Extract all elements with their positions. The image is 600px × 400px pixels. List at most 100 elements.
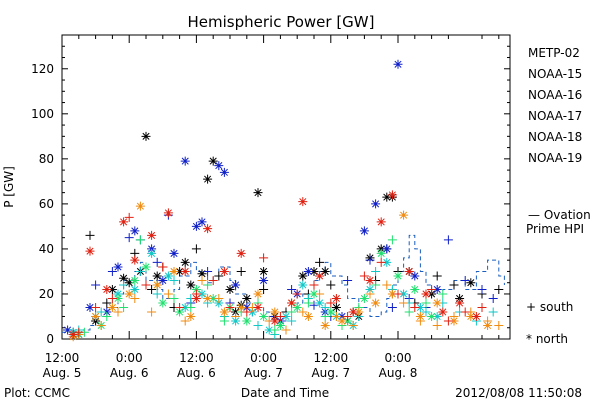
north-point [275,320,285,330]
south-point [113,307,123,317]
south-point [158,262,168,272]
south-point [163,289,173,299]
south-point [303,298,313,308]
legend-noaa-16: NOAA-16 [528,88,582,102]
south-point [124,212,134,222]
series-noaa-17 [74,235,448,339]
north-point [253,302,263,312]
north-point [376,248,386,258]
south-point [130,293,140,303]
north-point [303,266,313,276]
north-point [415,311,425,321]
series-noaa-19 [68,190,487,339]
south-point [359,271,369,281]
north-point [197,289,207,299]
legend-noaa-17: NOAA-17 [528,109,582,123]
south-point [432,320,442,330]
south-point [365,289,375,299]
north-point [68,329,78,339]
satellite-points [63,59,504,342]
north-point [236,248,246,258]
north-point [281,311,291,321]
north-point [292,302,302,312]
south-point [326,280,336,290]
y-tick-label: 120 [31,62,54,76]
north-point [376,244,386,254]
y-axis-label: P [GW] [2,166,16,208]
north-point [449,316,459,326]
south-point [135,235,145,245]
legend-noaa-18: NOAA-18 [528,130,582,144]
ovation-hpi-series [62,234,505,333]
south-point [460,275,470,285]
south-point [91,280,101,290]
north-point [354,307,364,317]
x-axis-label: Date and Time [241,386,329,400]
south-point [96,320,106,330]
south-point [477,284,487,294]
north-point [214,161,224,171]
north-point [147,248,157,258]
south-point [315,289,325,299]
north-point [471,311,481,321]
south-point [348,320,358,330]
north-point [102,284,112,294]
north-point [455,293,465,303]
south-point [494,320,504,330]
south-point [203,280,213,290]
south-point [432,271,442,281]
north-point [175,266,185,276]
x-tick-label-time: 12:00 [45,351,80,365]
north-point [365,284,375,294]
north-point [264,325,274,335]
south-point [449,280,459,290]
x-tick-label-date: Aug. 6 [110,366,149,380]
north-point [376,217,386,227]
south-point [259,253,269,263]
north-point [365,275,375,285]
north-point [147,230,157,240]
south-point [275,311,285,321]
north-point [320,266,330,276]
north-point [191,293,201,303]
north-point [219,266,229,276]
north-point [152,271,162,281]
south-point [460,307,470,317]
north-point [130,275,140,285]
south-point [186,302,196,312]
x-tick-label-date: Aug. 8 [379,366,418,380]
north-point [253,289,263,299]
south-point [393,289,403,299]
north-point [483,320,493,330]
north-point [343,316,353,326]
north-point [466,278,476,288]
north-point [231,307,241,317]
north-point [158,275,168,285]
north-point [197,217,207,227]
north-point [270,316,280,326]
south-point [438,289,448,299]
south-point [231,311,241,321]
north-point [359,293,369,303]
x-tick-label-date: Aug. 7 [244,366,283,380]
south-point [225,302,235,312]
north-point [359,226,369,236]
south-point [494,284,504,294]
legend-noaa-15: NOAA-15 [528,67,582,81]
south-point [180,316,190,326]
north-point [124,289,134,299]
north-point [298,271,308,281]
north-point [331,293,341,303]
legend-south: + south [526,300,573,314]
north-point [320,307,330,317]
south-point [214,271,224,281]
north-point [427,289,437,299]
north-point [102,307,112,317]
north-point [197,269,207,279]
y-tick-label: 60 [39,197,54,211]
north-point [163,208,173,218]
north-point [141,262,151,272]
north-point [393,59,403,69]
north-point [231,316,241,326]
